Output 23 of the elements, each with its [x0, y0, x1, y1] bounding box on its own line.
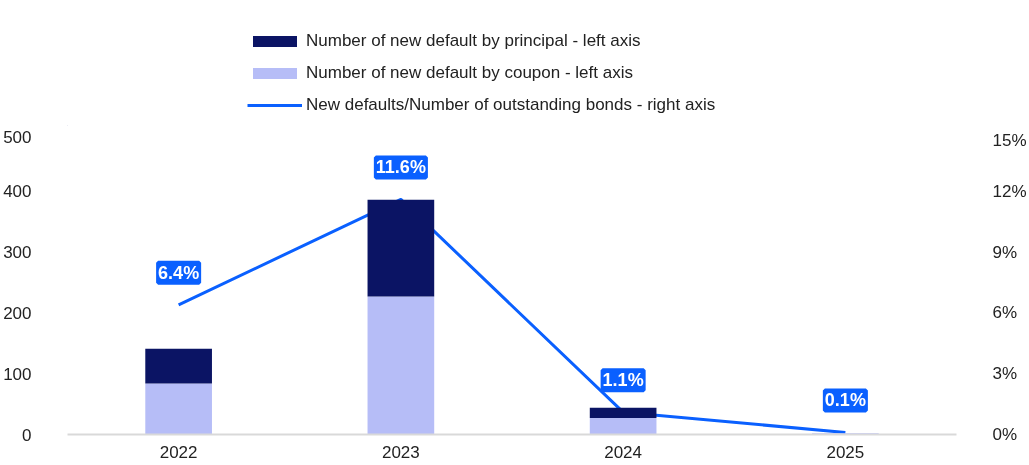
x-tick-label: 2022: [159, 442, 198, 462]
legend-label: Number of new default by principal - left axis: [306, 31, 641, 51]
y2-tick-label: 12%: [992, 181, 1027, 201]
y-tick-label: 500: [3, 127, 32, 147]
y-tick-label: 300: [3, 243, 32, 263]
legend-label: New defaults/Number of outstanding bonds - right axis: [306, 95, 716, 115]
x-tick-label: 2024: [604, 442, 643, 462]
x-tick-label: 2023: [381, 442, 420, 462]
x-tick-label: 2025: [826, 442, 865, 462]
y2-tick-label: 3%: [992, 364, 1018, 384]
y2-tick-label: 9%: [992, 242, 1018, 262]
y-tick-label: 400: [3, 182, 32, 202]
data-label: 0.1%: [824, 390, 866, 411]
y-tick-label: 0: [22, 425, 32, 445]
data-label: 1.1%: [602, 370, 644, 391]
y-tick-label: 200: [3, 303, 32, 323]
y2-tick-label: 6%: [992, 303, 1018, 323]
y-tick-label: 100: [3, 364, 32, 384]
data-label: 11.6%: [375, 157, 426, 178]
y2-tick-label: 15%: [992, 130, 1027, 150]
legend-label: Number of new default by coupon - left axis: [306, 63, 633, 83]
y2-tick-label: 0%: [992, 425, 1018, 444]
data-label: 6.4%: [158, 262, 200, 283]
